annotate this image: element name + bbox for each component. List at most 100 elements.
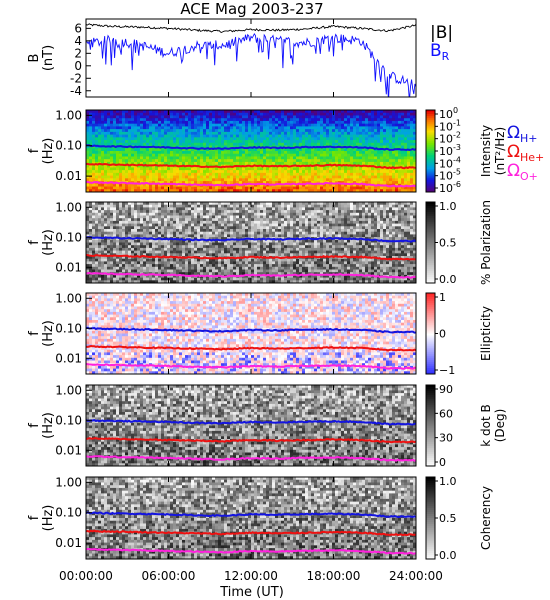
spectrogram-cell bbox=[89, 172, 93, 176]
spectrogram-cell bbox=[167, 245, 171, 249]
spectrogram-cell bbox=[290, 129, 294, 133]
spectrogram-cell bbox=[401, 170, 405, 174]
spectrogram-cell bbox=[344, 164, 348, 168]
spectrogram-cell bbox=[110, 269, 114, 273]
spectrogram-cell bbox=[86, 145, 90, 149]
spectrogram-cell bbox=[137, 189, 141, 192]
spectrogram-cell bbox=[320, 129, 324, 133]
spectrogram-cell bbox=[332, 123, 336, 127]
spectrogram-cell bbox=[239, 220, 243, 224]
spectrogram-cell bbox=[404, 186, 408, 190]
spectrogram-cell bbox=[230, 181, 234, 185]
spectrogram-cell bbox=[236, 223, 240, 227]
spectrogram-cell bbox=[182, 242, 186, 246]
spectrogram-cell bbox=[365, 172, 369, 176]
spectrogram-cell bbox=[221, 172, 225, 176]
spectrogram-cell bbox=[149, 212, 153, 216]
spectrogram-cell bbox=[386, 156, 390, 160]
spectrogram-cell bbox=[143, 212, 147, 216]
spectrogram-cell bbox=[146, 148, 150, 152]
spectrogram-cell bbox=[401, 181, 405, 185]
spectrogram-cell bbox=[122, 161, 126, 166]
spectrogram-cell bbox=[326, 134, 330, 138]
spectrogram-cell bbox=[146, 115, 150, 119]
spectrogram-cell bbox=[161, 250, 165, 254]
spectrogram-cell bbox=[161, 140, 165, 144]
spectrogram-cell bbox=[368, 142, 372, 146]
spectrogram-cell bbox=[155, 110, 159, 114]
spectrogram-cell bbox=[98, 153, 102, 157]
spectrogram-cell bbox=[272, 181, 276, 185]
spectrogram-cell bbox=[392, 159, 396, 163]
spectrogram-cell bbox=[221, 120, 225, 125]
spectrogram-cell bbox=[317, 189, 321, 192]
spectrogram-cell bbox=[137, 159, 141, 163]
spectrogram-cell bbox=[86, 189, 90, 192]
spectrogram-cell bbox=[149, 186, 153, 190]
spectrogram-cell bbox=[134, 258, 138, 262]
spectrogram-cell bbox=[263, 110, 267, 114]
spectrogram-cell bbox=[371, 120, 375, 125]
spectrogram-cell bbox=[128, 258, 132, 262]
spectrogram-cell bbox=[314, 159, 318, 163]
ytick-label: 4 bbox=[74, 34, 82, 48]
spectrogram-cell bbox=[104, 264, 108, 268]
spectrogram-cell bbox=[176, 231, 180, 235]
spectrogram-cell bbox=[137, 167, 141, 171]
spectrogram-cell bbox=[161, 253, 165, 257]
spectrogram-cell bbox=[341, 189, 345, 192]
spectrogram-cell bbox=[410, 153, 414, 157]
spectrogram-cell bbox=[155, 226, 159, 230]
spectrogram-cell bbox=[179, 118, 183, 122]
spectrogram-cell bbox=[323, 137, 327, 141]
spectrogram-cell bbox=[215, 153, 219, 157]
spectrogram-cell bbox=[254, 131, 258, 135]
spectrogram-cell bbox=[230, 129, 234, 133]
spectrogram-cell bbox=[236, 234, 240, 238]
spectrogram-cell bbox=[407, 118, 411, 122]
spectrogram-cell bbox=[263, 140, 267, 144]
spectrogram-cell bbox=[368, 181, 372, 185]
spectrogram-cell bbox=[176, 123, 180, 127]
spectrogram-cell bbox=[209, 229, 213, 233]
spectrogram-cell bbox=[161, 115, 165, 119]
spectrogram-cell bbox=[137, 264, 141, 268]
spectrogram-cell bbox=[98, 245, 102, 249]
spectrogram-cell bbox=[89, 140, 93, 144]
spectrogram-cell bbox=[407, 172, 411, 176]
spectrogram-cell bbox=[227, 153, 231, 157]
spectrogram-cell bbox=[206, 140, 210, 144]
spectrogram-cell bbox=[329, 129, 333, 133]
spectrogram-cell bbox=[104, 269, 108, 273]
spectrogram-cell bbox=[407, 115, 411, 119]
spectrogram-cell bbox=[212, 226, 216, 230]
spectrogram-cell bbox=[134, 277, 138, 281]
spectrogram-cell bbox=[89, 112, 93, 116]
spectrogram-cell bbox=[125, 112, 129, 116]
spectrogram-cell bbox=[221, 258, 225, 262]
spectrogram-cell bbox=[197, 258, 201, 262]
spectrogram-cell bbox=[383, 123, 387, 127]
spectrogram-cell bbox=[143, 172, 147, 176]
spectrogram-cell bbox=[131, 266, 135, 270]
spectrogram-cell bbox=[197, 264, 201, 268]
spectrogram-cell bbox=[212, 272, 216, 276]
spectrogram-cell bbox=[113, 123, 117, 127]
spectrogram-cell bbox=[164, 242, 168, 246]
spectrogram-cell bbox=[167, 123, 171, 127]
spectrogram-cell bbox=[305, 186, 309, 190]
spectrogram-cell bbox=[179, 210, 183, 214]
spectrogram-cell bbox=[104, 186, 108, 190]
spectrogram-cell bbox=[197, 172, 201, 176]
spectrogram-cell bbox=[140, 140, 144, 144]
spectrogram-cell bbox=[110, 256, 114, 260]
spectrogram-cell bbox=[200, 239, 204, 243]
spectrogram-cell bbox=[92, 253, 96, 257]
spectrogram-cell bbox=[236, 269, 240, 273]
spectrogram-cell bbox=[191, 261, 195, 265]
spectrogram-cell bbox=[230, 258, 234, 262]
spectrogram-cell bbox=[107, 204, 111, 208]
spectrogram-cell bbox=[251, 148, 255, 152]
spectrogram-cell bbox=[134, 239, 138, 243]
spectrogram-cell bbox=[131, 247, 135, 251]
